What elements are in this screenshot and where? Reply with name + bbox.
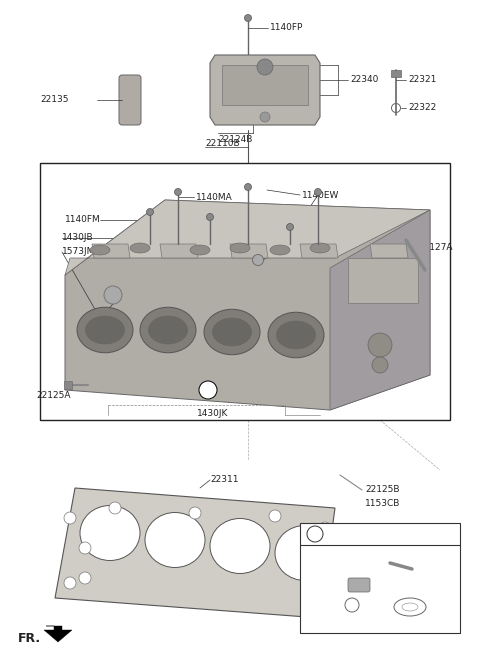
Text: 22311: 22311 [210, 476, 239, 484]
FancyBboxPatch shape [348, 578, 370, 592]
Circle shape [64, 577, 76, 589]
Ellipse shape [276, 321, 316, 349]
Text: 1430JB: 1430JB [62, 233, 94, 242]
Polygon shape [92, 244, 130, 258]
Text: 1140MA: 1140MA [302, 217, 339, 227]
Bar [391, 70, 401, 77]
Ellipse shape [85, 316, 125, 344]
Text: 22112A: 22112A [380, 616, 415, 625]
Text: 22113A: 22113A [310, 600, 345, 610]
Circle shape [260, 112, 270, 122]
Text: 22124B: 22124B [218, 135, 252, 143]
Text: 22125A: 22125A [36, 390, 71, 399]
Text: 1140FM: 1140FM [65, 215, 101, 225]
Text: 1430JK: 1430JK [197, 409, 228, 417]
Circle shape [244, 183, 252, 191]
Circle shape [368, 333, 392, 357]
Ellipse shape [145, 512, 205, 568]
Ellipse shape [204, 309, 260, 355]
Text: 22127A: 22127A [418, 244, 453, 252]
Text: 22114A: 22114A [325, 558, 360, 568]
Text: 22321: 22321 [408, 76, 436, 85]
Bar [64, 381, 72, 389]
Ellipse shape [230, 243, 250, 253]
Text: a: a [205, 386, 211, 394]
Circle shape [307, 526, 323, 542]
Text: 1430JB: 1430JB [203, 217, 235, 227]
Bar [300, 523, 460, 633]
Polygon shape [210, 55, 320, 125]
Circle shape [146, 208, 154, 215]
Text: 1140MA: 1140MA [196, 193, 233, 202]
Circle shape [104, 286, 122, 304]
Circle shape [109, 502, 121, 514]
Ellipse shape [77, 307, 133, 353]
Ellipse shape [190, 245, 210, 255]
Polygon shape [330, 210, 430, 410]
Bar [222, 65, 308, 105]
Text: 22340: 22340 [350, 76, 378, 85]
Circle shape [319, 582, 331, 594]
Circle shape [64, 512, 76, 524]
Polygon shape [160, 244, 198, 258]
Polygon shape [65, 200, 430, 410]
Ellipse shape [310, 243, 330, 253]
Ellipse shape [268, 312, 324, 358]
Text: 1140FP: 1140FP [270, 24, 303, 32]
Text: 22129: 22129 [236, 244, 264, 252]
Ellipse shape [80, 505, 140, 560]
Polygon shape [370, 244, 408, 258]
Polygon shape [230, 244, 268, 258]
Text: 22125B: 22125B [365, 486, 399, 495]
Text: 22110B: 22110B [205, 139, 240, 148]
Text: a: a [312, 530, 318, 539]
Text: 1573JM: 1573JM [62, 248, 96, 256]
Text: 1153CB: 1153CB [365, 499, 400, 507]
Text: 1433CA: 1433CA [302, 233, 337, 242]
Text: 1601DG: 1601DG [370, 373, 407, 382]
FancyBboxPatch shape [119, 75, 141, 125]
Text: 22322: 22322 [408, 104, 436, 112]
Text: 22135: 22135 [40, 95, 69, 104]
Circle shape [79, 572, 91, 584]
Polygon shape [44, 626, 72, 642]
Circle shape [269, 510, 281, 522]
Ellipse shape [212, 318, 252, 346]
Circle shape [287, 223, 293, 231]
Ellipse shape [130, 243, 150, 253]
Ellipse shape [148, 316, 188, 344]
Circle shape [372, 357, 388, 373]
Ellipse shape [140, 307, 196, 353]
Bar [348, 258, 418, 303]
Circle shape [199, 381, 217, 399]
Circle shape [175, 189, 181, 196]
Circle shape [349, 542, 361, 554]
Circle shape [257, 59, 273, 75]
Circle shape [79, 542, 91, 554]
Polygon shape [300, 244, 338, 258]
Circle shape [314, 189, 322, 196]
Circle shape [244, 14, 252, 22]
Text: 1140EW: 1140EW [302, 191, 339, 200]
Bar [40, 163, 450, 420]
Ellipse shape [270, 245, 290, 255]
Circle shape [319, 522, 331, 534]
Polygon shape [65, 200, 430, 275]
Ellipse shape [210, 518, 270, 574]
Circle shape [252, 254, 264, 265]
Circle shape [189, 507, 201, 519]
Ellipse shape [90, 245, 110, 255]
Ellipse shape [275, 526, 335, 581]
Circle shape [206, 214, 214, 221]
Polygon shape [55, 488, 335, 618]
Text: FR.: FR. [18, 631, 41, 645]
Text: 1601DG: 1601DG [370, 353, 407, 363]
Text: 22114A: 22114A [310, 581, 345, 589]
